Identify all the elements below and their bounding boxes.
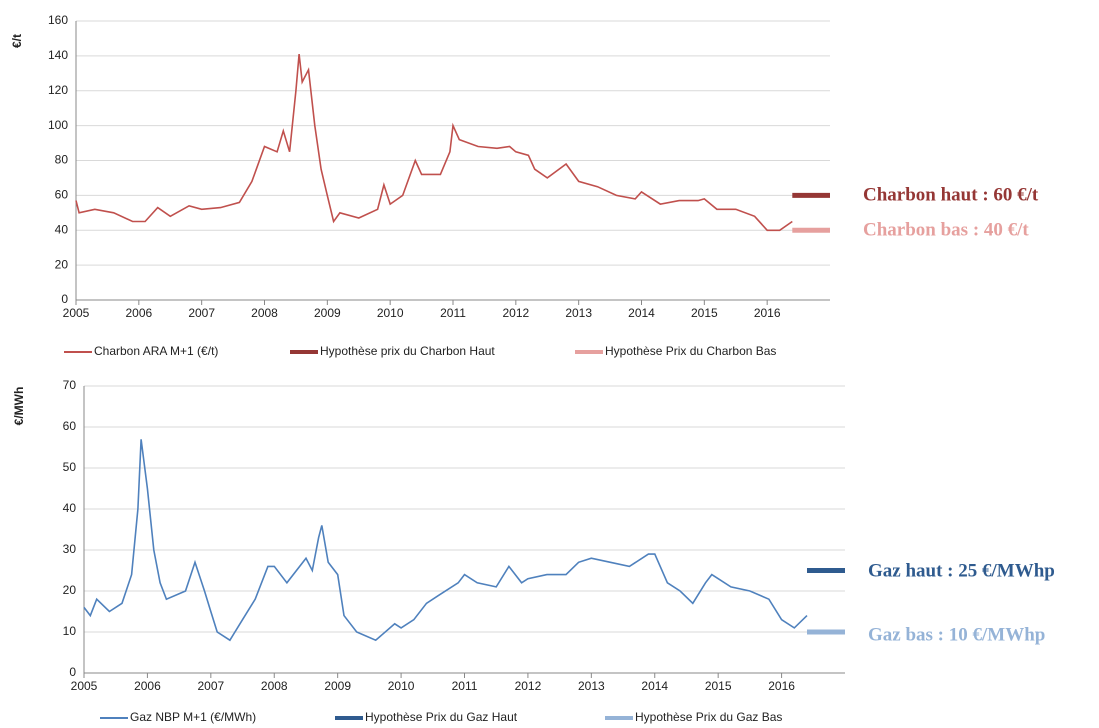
x-tick-label: 2008	[261, 679, 288, 693]
x-tick-label: 2016	[768, 679, 795, 693]
y-tick-label: 10	[63, 624, 77, 638]
x-tick-label: 2007	[197, 679, 224, 693]
y-tick-label: 60	[55, 188, 69, 202]
y-tick-label: 120	[48, 83, 68, 97]
y-tick-label: 140	[48, 48, 68, 62]
annotation: Charbon bas : 40 €/t	[863, 219, 1029, 240]
y-tick-label: 70	[63, 378, 77, 392]
x-tick-label: 2013	[578, 679, 605, 693]
y-tick-label: 80	[55, 153, 69, 167]
y-tick-label: 100	[48, 118, 68, 132]
x-tick-label: 2006	[125, 306, 152, 320]
x-tick-label: 2014	[628, 306, 655, 320]
y-tick-label: 40	[55, 222, 69, 236]
x-tick-label: 2010	[388, 679, 415, 693]
x-tick-label: 2016	[754, 306, 781, 320]
x-tick-label: 2008	[251, 306, 278, 320]
x-tick-label: 2007	[188, 306, 215, 320]
x-tick-label: 2012	[515, 679, 542, 693]
x-tick-label: 2010	[377, 306, 404, 320]
y-tick-label: 20	[63, 583, 77, 597]
x-tick-label: 2015	[691, 306, 718, 320]
x-tick-label: 2005	[71, 679, 98, 693]
y-tick-label: 60	[63, 419, 77, 433]
y-tick-label: 30	[63, 542, 77, 556]
x-tick-label: 2009	[324, 679, 351, 693]
y-tick-label: 0	[69, 665, 76, 679]
x-tick-label: 2006	[134, 679, 161, 693]
x-tick-label: 2005	[63, 306, 90, 320]
data-line	[75, 54, 793, 232]
y-axis-label: €/MWh	[12, 387, 26, 426]
x-tick-label: 2011	[440, 306, 466, 320]
x-tick-label: 2011	[452, 679, 478, 693]
annotation: Charbon haut : 60 €/t	[863, 184, 1039, 205]
x-tick-label: 2014	[641, 679, 668, 693]
x-tick-label: 2015	[705, 679, 732, 693]
legend-label: Hypothèse Prix du Charbon Bas	[605, 344, 776, 358]
y-tick-label: 160	[48, 13, 68, 27]
y-tick-label: 20	[55, 257, 69, 271]
y-tick-label: 50	[63, 460, 77, 474]
annotation: Gaz bas : 10 €/MWhp	[868, 624, 1045, 645]
legend-label: Hypothèse Prix du Gaz Haut	[365, 710, 518, 724]
y-tick-label: 40	[63, 501, 77, 515]
data-line	[83, 439, 808, 642]
legend-label: Hypothèse Prix du Gaz Bas	[635, 710, 782, 724]
y-tick-label: 0	[61, 292, 68, 306]
x-tick-label: 2013	[565, 306, 592, 320]
x-tick-label: 2009	[314, 306, 341, 320]
legend-label: Charbon ARA M+1 (€/t)	[94, 344, 218, 358]
x-tick-label: 2012	[502, 306, 529, 320]
y-axis-label: €/t	[10, 34, 24, 48]
legend-label: Gaz NBP M+1 (€/MWh)	[130, 710, 256, 724]
annotation: Gaz haut : 25 €/MWhp	[868, 560, 1055, 581]
legend-label: Hypothèse prix du Charbon Haut	[320, 344, 495, 358]
